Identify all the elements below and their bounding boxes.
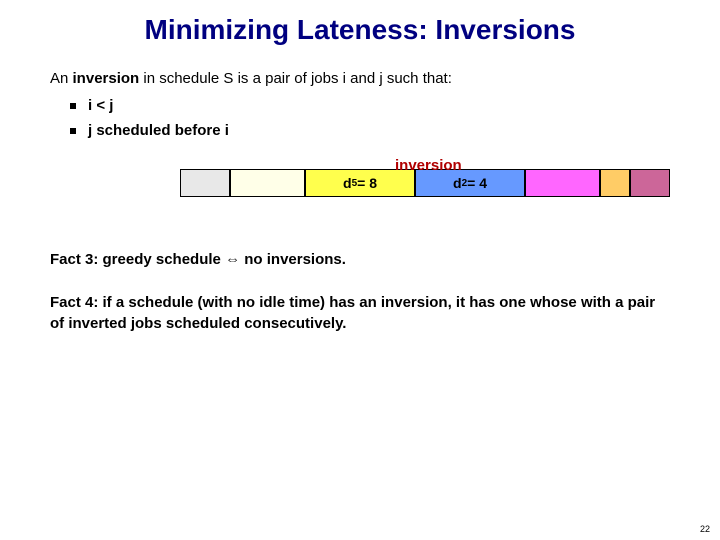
bullet-marker-icon <box>70 128 76 134</box>
bar-segment-6 <box>630 169 670 197</box>
bullet-marker-icon <box>70 103 76 109</box>
def-term: inversion <box>73 70 140 87</box>
content-area: An inversion in schedule S is a pair of … <box>0 70 720 334</box>
iff-symbol-icon: ⇔ <box>225 251 240 268</box>
bullet-2-text: j scheduled before i <box>88 122 229 139</box>
inversion-callout: inversion <box>395 157 462 174</box>
bar-segment-0 <box>180 169 230 197</box>
fact-3: Fact 3: greedy schedule ⇔ no inversions. <box>50 249 670 270</box>
bar-segment-5 <box>600 169 630 197</box>
def-suffix: in schedule S is a pair of jobs i and j … <box>139 70 452 87</box>
bar-segment-4 <box>525 169 600 197</box>
bar-segment-1 <box>230 169 305 197</box>
page-title: Minimizing Lateness: Inversions <box>0 0 720 70</box>
bullet-1: i < j <box>50 97 670 114</box>
page-number: 22 <box>700 524 710 534</box>
fact3-rest: no inversions. <box>240 251 346 268</box>
definition-line: An inversion in schedule S is a pair of … <box>50 70 670 87</box>
fact3-label: Fact 3: greedy schedule <box>50 251 225 268</box>
def-prefix: An <box>50 70 73 87</box>
bullet-2: j scheduled before i <box>50 122 670 139</box>
bullet-1-text: i < j <box>88 97 113 114</box>
fact-4: Fact 4: if a schedule (with no idle time… <box>50 292 670 334</box>
